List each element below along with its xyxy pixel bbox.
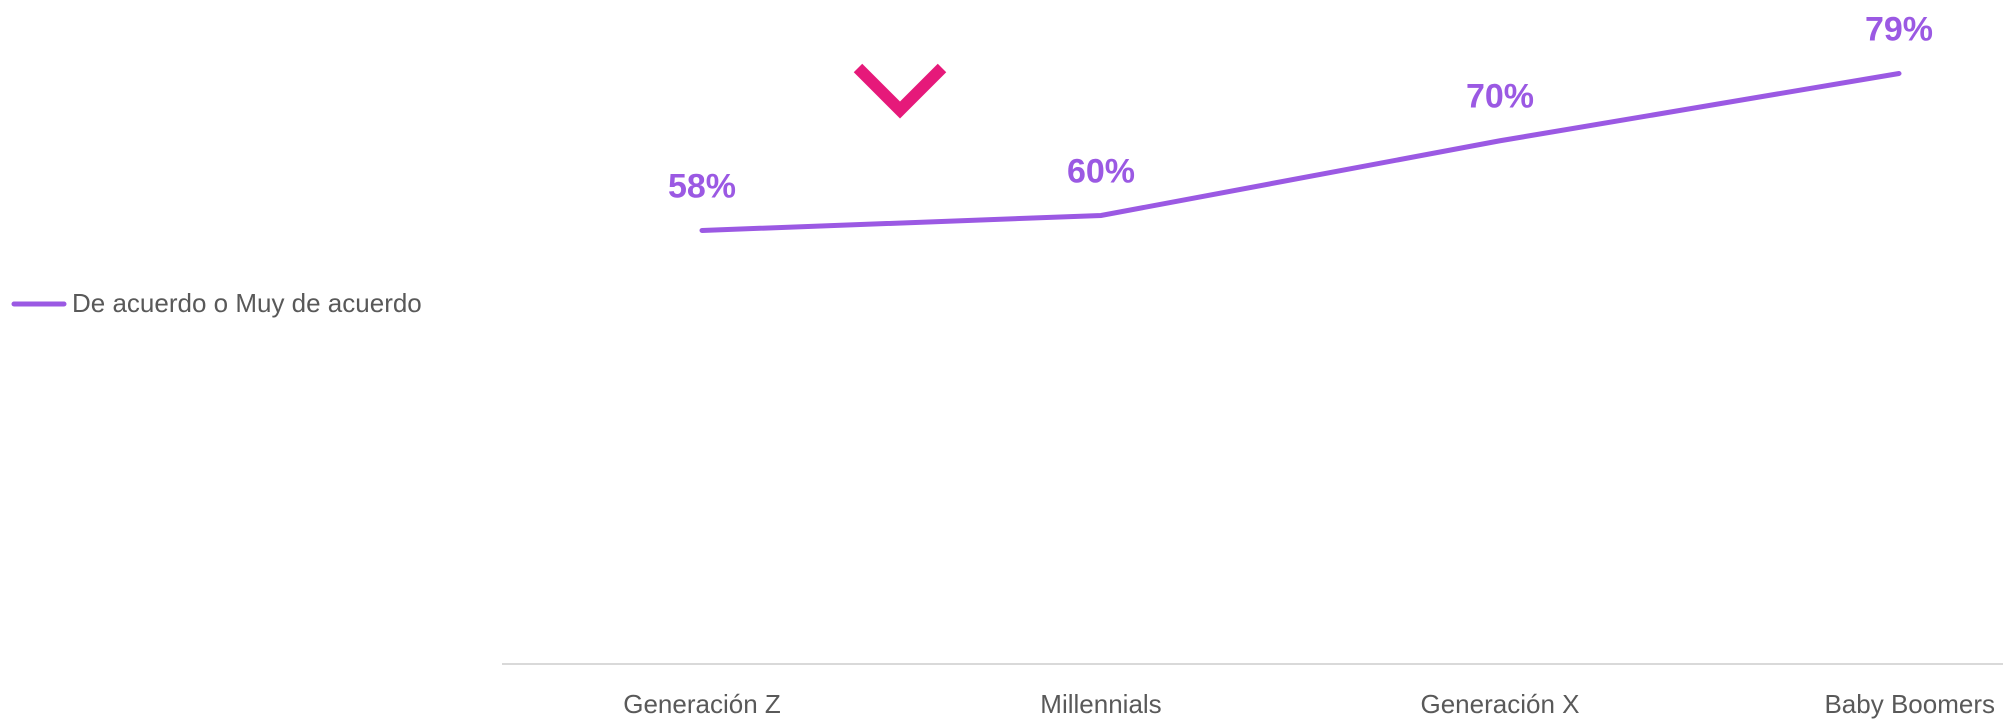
data-label: 70% [1466, 78, 1534, 116]
data-label: 60% [1067, 152, 1135, 190]
legend-label: De acuerdo o Muy de acuerdo [72, 288, 422, 318]
x-tick-label: Baby Boomers [1824, 689, 1995, 719]
x-tick-label: Generación X [1421, 689, 1580, 719]
x-tick-label: Generación Z [623, 689, 781, 719]
x-tick-label: Millennials [1040, 689, 1161, 719]
data-label: 79% [1865, 10, 1933, 48]
chevron-icon [853, 63, 947, 119]
data-line [699, 70, 1902, 233]
data-label: 58% [668, 167, 736, 205]
